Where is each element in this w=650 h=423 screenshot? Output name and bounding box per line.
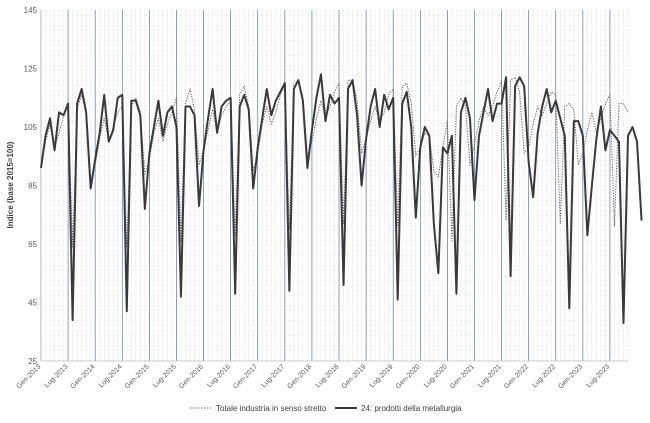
- y-tick-labels: 25 45 65 85 105 125 145: [24, 6, 38, 366]
- y-tick-label: 85: [28, 182, 37, 191]
- series-layer: [40, 73, 643, 324]
- series-line-metallurgia: [40, 73, 643, 324]
- y-tick-label: 45: [28, 299, 37, 308]
- y-tick-label: 25: [28, 357, 37, 366]
- y-tick-label: 125: [24, 65, 38, 74]
- legend: Totale industria in senso stretto 24: pr…: [190, 404, 462, 413]
- axes: [40, 10, 628, 362]
- y-tick-label: 65: [28, 240, 37, 249]
- y-tick-label: 105: [24, 123, 38, 132]
- legend-label-metallurgia: 24: prodotti della metallurgia: [361, 404, 462, 413]
- legend-label-totale: Totale industria in senso stretto: [216, 404, 327, 413]
- y-tick-label: 145: [24, 6, 38, 15]
- series-line-totale-industria: [40, 76, 629, 248]
- y-axis-label: Indice (base 2015=100): [6, 141, 15, 228]
